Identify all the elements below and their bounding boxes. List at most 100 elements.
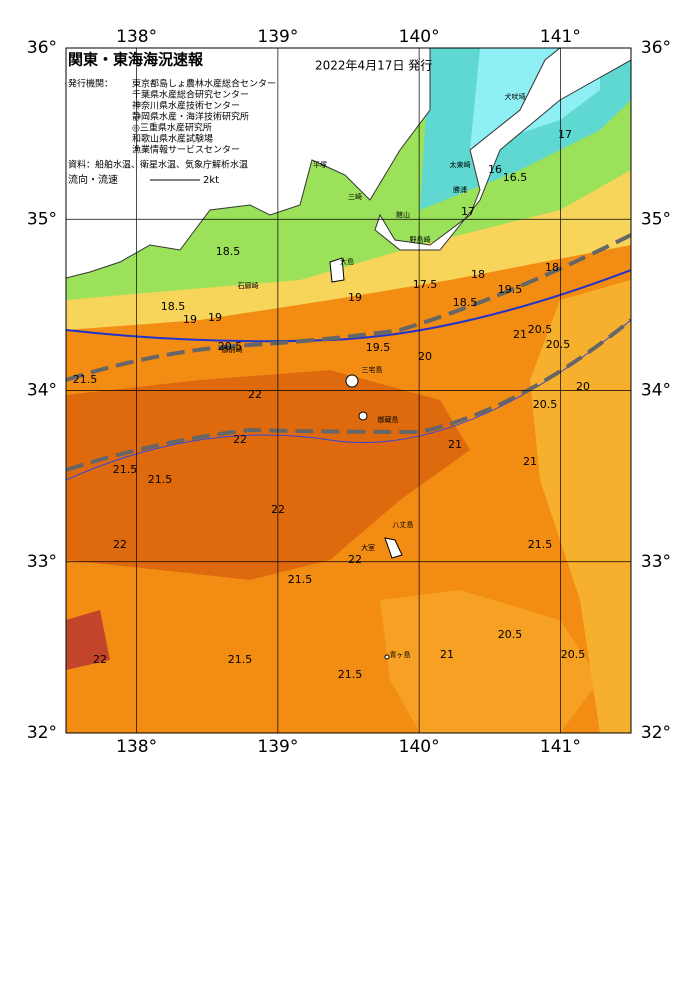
contour-label: 20.5 bbox=[561, 648, 586, 661]
contour-label: 18 bbox=[545, 261, 559, 274]
issuer: ◎三重県水産研究所 bbox=[132, 122, 212, 134]
lat-label: 32° bbox=[27, 723, 57, 743]
place-name: 三宅島 bbox=[362, 365, 383, 374]
contour-label: 20.5 bbox=[528, 323, 553, 336]
lon-label: 140° bbox=[399, 737, 440, 757]
issue-date: 2022年4月17日 発行 bbox=[315, 59, 432, 73]
contour-label: 22 bbox=[348, 553, 362, 566]
contour-label: 21.5 bbox=[73, 373, 98, 386]
contour-label: 18.5 bbox=[453, 296, 478, 309]
islands bbox=[329, 257, 403, 660]
lat-label: 33° bbox=[27, 552, 57, 572]
contour-label: 22 bbox=[93, 653, 107, 666]
current-axis bbox=[66, 318, 631, 472]
place-name: 八丈島 bbox=[393, 520, 414, 529]
title: 関東・東海海況速報 bbox=[68, 51, 204, 69]
current-scale: 2kt bbox=[203, 175, 219, 186]
issuer: 静岡県水産・海洋技術研究所 bbox=[132, 111, 249, 123]
lat-label: 35° bbox=[641, 209, 671, 229]
contour-label: 21.5 bbox=[228, 653, 253, 666]
contour-label: 17.5 bbox=[413, 278, 438, 291]
contour-label: 21.5 bbox=[528, 538, 553, 551]
place-name: 青ヶ島 bbox=[390, 650, 411, 659]
issuer-label: 発行機関： bbox=[68, 78, 113, 90]
lat-label: 36° bbox=[27, 38, 57, 58]
place-name: 石廊崎 bbox=[238, 281, 259, 290]
contour-label: 17 bbox=[558, 128, 572, 141]
island bbox=[358, 411, 368, 421]
place-name: 犬吠埼 bbox=[505, 92, 526, 101]
lon-label: 139° bbox=[257, 27, 298, 47]
place-name: 平塚 bbox=[313, 160, 327, 169]
lon-label: 139° bbox=[257, 737, 298, 757]
contour-label: 20.5 bbox=[533, 398, 558, 411]
contour-label: 18 bbox=[471, 268, 485, 281]
island bbox=[384, 654, 390, 660]
contour-label: 21 bbox=[523, 455, 537, 468]
contour-label: 20 bbox=[418, 350, 432, 363]
lat-label: 32° bbox=[641, 723, 671, 743]
sea-cool bbox=[380, 590, 600, 733]
current-axis bbox=[66, 233, 631, 382]
contour-label: 21.5 bbox=[338, 668, 363, 681]
contour-label: 18.5 bbox=[216, 245, 241, 258]
source: 資料：船舶水温、衛星水温、気象庁解析水温 bbox=[68, 159, 248, 171]
lon-label: 141° bbox=[540, 737, 581, 757]
contour-label: 19 bbox=[348, 291, 362, 304]
contour-label: 21.5 bbox=[148, 473, 173, 486]
island bbox=[329, 257, 345, 283]
place-name: 御蔵島 bbox=[378, 415, 399, 424]
lat-label: 33° bbox=[641, 552, 671, 572]
lat-label: 34° bbox=[641, 381, 671, 401]
contour-label: 21 bbox=[440, 648, 454, 661]
sea-cool bbox=[530, 280, 631, 733]
contour-label: 22 bbox=[113, 538, 127, 551]
sea-warmest bbox=[66, 370, 470, 580]
issuer: 漁業情報サービスセンター bbox=[132, 144, 240, 156]
contour-label: 19.5 bbox=[366, 341, 391, 354]
contour-label: 19 bbox=[183, 313, 197, 326]
contour-label: 21.5 bbox=[288, 573, 313, 586]
contour-label: 19 bbox=[208, 311, 222, 324]
place-name: 館山 bbox=[396, 210, 410, 219]
contour-label: 16 bbox=[488, 163, 502, 176]
lon-label: 138° bbox=[116, 27, 157, 47]
place-name: 太東崎 bbox=[450, 160, 471, 169]
lon-label: 141° bbox=[540, 27, 581, 47]
issuer: 千葉県水産総合研究センター bbox=[132, 89, 249, 101]
issuer: 東京都島しょ農林水産総合センター bbox=[132, 78, 276, 90]
lat-label: 34° bbox=[27, 381, 57, 401]
contour-label: 18.5 bbox=[161, 300, 186, 313]
contour-label: 22 bbox=[248, 388, 262, 401]
land bbox=[66, 48, 431, 279]
place-name: 大島 bbox=[340, 257, 354, 266]
contour-label: 22 bbox=[271, 503, 285, 516]
contour-label: 21.5 bbox=[113, 463, 138, 476]
land bbox=[374, 48, 631, 251]
place-name: 大室 bbox=[361, 543, 375, 552]
contour-label: 21 bbox=[513, 328, 527, 341]
current-label: 流向・流速 bbox=[68, 173, 118, 186]
contour-label: 22 bbox=[233, 433, 247, 446]
contour-label: 20.5 bbox=[498, 628, 523, 641]
contour-label: 19.5 bbox=[498, 283, 523, 296]
place-name: 勝浦 bbox=[453, 185, 467, 194]
sea-warmest bbox=[66, 610, 110, 670]
issuer: 神奈川県水産技術センター bbox=[132, 100, 240, 112]
contour-label: 17 bbox=[461, 205, 475, 218]
island bbox=[384, 537, 403, 559]
place-name: 三崎 bbox=[348, 192, 362, 201]
lon-label: 138° bbox=[116, 737, 157, 757]
lat-label: 36° bbox=[641, 38, 671, 58]
contour-label: 21 bbox=[448, 438, 462, 451]
lon-label: 140° bbox=[399, 27, 440, 47]
contour-label: 20.5 bbox=[546, 338, 571, 351]
contour-label: 16.5 bbox=[503, 171, 528, 184]
island bbox=[345, 374, 359, 388]
place-name: 野島崎 bbox=[410, 235, 431, 244]
contour-label: 20.5 bbox=[218, 340, 243, 353]
issuer: 和歌山県水産試験場 bbox=[132, 133, 213, 145]
place-name: 御前崎 bbox=[222, 345, 243, 354]
lat-label: 35° bbox=[27, 209, 57, 229]
